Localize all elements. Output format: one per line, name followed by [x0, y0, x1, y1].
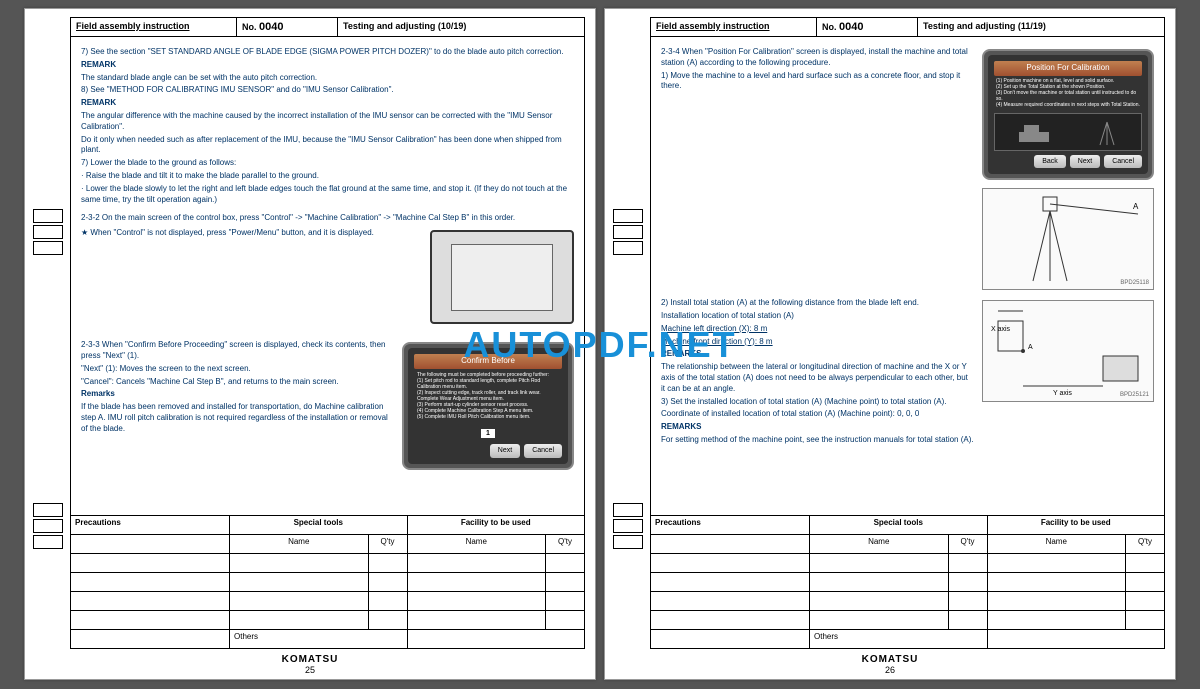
text: 1) Move the machine to a level and hard …	[661, 71, 974, 93]
text: The standard blade angle can be set with…	[81, 73, 574, 84]
cell: Name	[408, 535, 547, 553]
machine-icon	[1014, 117, 1054, 147]
page-right: Field assembly instruction No. 0040 Test…	[604, 8, 1176, 680]
cell	[71, 535, 230, 553]
side-mark	[33, 503, 63, 549]
cancel-button[interactable]: Cancel	[1104, 155, 1142, 168]
text: If the blade has been removed and instal…	[81, 402, 394, 434]
screen-body: (1) Position machine on a flat, level an…	[994, 76, 1142, 110]
footer-tools: Special tools	[810, 516, 988, 534]
text: Installation location of total station (…	[661, 311, 974, 322]
footer-table: Precautions Special tools Facility to be…	[651, 515, 1164, 648]
diagram-label: BPD25121	[1120, 391, 1149, 399]
cell: Q'ty	[949, 535, 988, 553]
confirm-screen: Confirm Before The following must be com…	[402, 342, 574, 470]
remark-label: Remarks	[81, 389, 394, 400]
control-box-diagram	[430, 230, 574, 324]
cell	[651, 535, 810, 553]
content: 7) See the section "SET STANDARD ANGLE O…	[71, 37, 584, 482]
footer-tools: Special tools	[230, 516, 408, 534]
cell: Q'ty	[1126, 535, 1164, 553]
header-no: No. 0040	[237, 18, 338, 36]
footer-table: Precautions Special tools Facility to be…	[71, 515, 584, 648]
svg-text:A: A	[1133, 202, 1139, 211]
brand: KOMATSU	[25, 654, 595, 665]
header: Field assembly instruction No. 0040 Test…	[651, 18, 1164, 37]
header-instr: Field assembly instruction	[71, 18, 237, 36]
position-screen: Position For Calibration (1) Position ma…	[982, 49, 1154, 180]
station-icon	[1092, 117, 1122, 147]
brand: KOMATSU	[605, 654, 1175, 665]
text: Machine front direction (Y): 8 m	[661, 337, 974, 348]
text: 2) Install total station (A) at the foll…	[661, 298, 974, 309]
tripod-diagram: A BPD25118	[982, 188, 1154, 290]
screen-body: The following must be completed before p…	[414, 369, 562, 423]
side-mark	[613, 209, 643, 255]
next-button[interactable]: Next	[490, 444, 520, 457]
header-no: No. 0040	[817, 18, 918, 36]
svg-text:A: A	[1028, 344, 1033, 351]
bullet: · Raise the blade and tilt it to make th…	[81, 171, 574, 182]
footer-others: Others	[230, 630, 408, 648]
side-mark	[33, 209, 63, 255]
diagram-label: BPD25118	[1120, 279, 1149, 287]
cell: Q'ty	[546, 535, 584, 553]
text: ★ When "Control" is not displayed, press…	[81, 228, 422, 239]
page-number: 25	[25, 665, 595, 675]
page-left: Field assembly instruction No. 0040 Test…	[24, 8, 596, 680]
remark-label: REMARKS	[661, 349, 974, 360]
text: The angular difference with the machine …	[81, 111, 574, 133]
page-number: 26	[605, 665, 1175, 675]
footer-prec: Precautions	[71, 516, 230, 534]
back-button[interactable]: Back	[1034, 155, 1066, 168]
text: 3) Set the installed location of total s…	[661, 397, 974, 408]
footer-others: Others	[810, 630, 988, 648]
text: 7) See the section "SET STANDARD ANGLE O…	[81, 47, 574, 58]
text: 2-3-3 When "Confirm Before Proceeding" s…	[81, 340, 394, 362]
marker: 1	[481, 429, 495, 438]
distance-diagram: X axis Y axis A BPD25121	[982, 300, 1154, 402]
text: For setting method of the machine point,…	[661, 435, 974, 446]
cell: Name	[230, 535, 369, 553]
remark-label: REMARK	[81, 98, 574, 109]
text: 2-3-4 When "Position For Calibration" sc…	[661, 47, 974, 69]
cell: Name	[988, 535, 1127, 553]
text: 8) See "METHOD FOR CALIBRATING IMU SENSO…	[81, 85, 574, 96]
screen-title: Confirm Before	[414, 354, 562, 369]
frame: Field assembly instruction No. 0040 Test…	[70, 17, 585, 649]
header-section: Testing and adjusting (11/19)	[918, 18, 1164, 36]
svg-text:Y axis: Y axis	[1053, 390, 1072, 397]
text: "Cancel": Cancels "Machine Cal Step B", …	[81, 377, 394, 388]
remark-label: REMARKS	[661, 422, 974, 433]
header-section: Testing and adjusting (10/19)	[338, 18, 584, 36]
frame: Field assembly instruction No. 0040 Test…	[650, 17, 1165, 649]
footer-facility: Facility to be used	[988, 516, 1165, 534]
text: Coordinate of installed location of tota…	[661, 409, 974, 420]
remark-label: REMARK	[81, 60, 574, 71]
content: 2-3-4 When "Position For Calibration" sc…	[651, 37, 1164, 456]
cell: Name	[810, 535, 949, 553]
footer-prec: Precautions	[651, 516, 810, 534]
cell: Q'ty	[369, 535, 408, 553]
screen-title: Position For Calibration	[994, 61, 1142, 76]
text: 2-3-2 On the main screen of the control …	[81, 213, 574, 224]
text: Do it only when needed such as after rep…	[81, 135, 574, 157]
svg-text:X axis: X axis	[991, 326, 1011, 333]
side-mark	[613, 503, 643, 549]
next-button[interactable]: Next	[1070, 155, 1100, 168]
header: Field assembly instruction No. 0040 Test…	[71, 18, 584, 37]
text: Machine left direction (X): 8 m	[661, 324, 974, 335]
bullet: · Lower the blade slowly to let the righ…	[81, 184, 574, 206]
text: 7) Lower the blade to the ground as foll…	[81, 158, 574, 169]
text: "Next" (1): Moves the screen to the next…	[81, 364, 394, 375]
footer-facility: Facility to be used	[408, 516, 585, 534]
cancel-button[interactable]: Cancel	[524, 444, 562, 457]
text: The relationship between the lateral or …	[661, 362, 974, 394]
header-instr: Field assembly instruction	[651, 18, 817, 36]
